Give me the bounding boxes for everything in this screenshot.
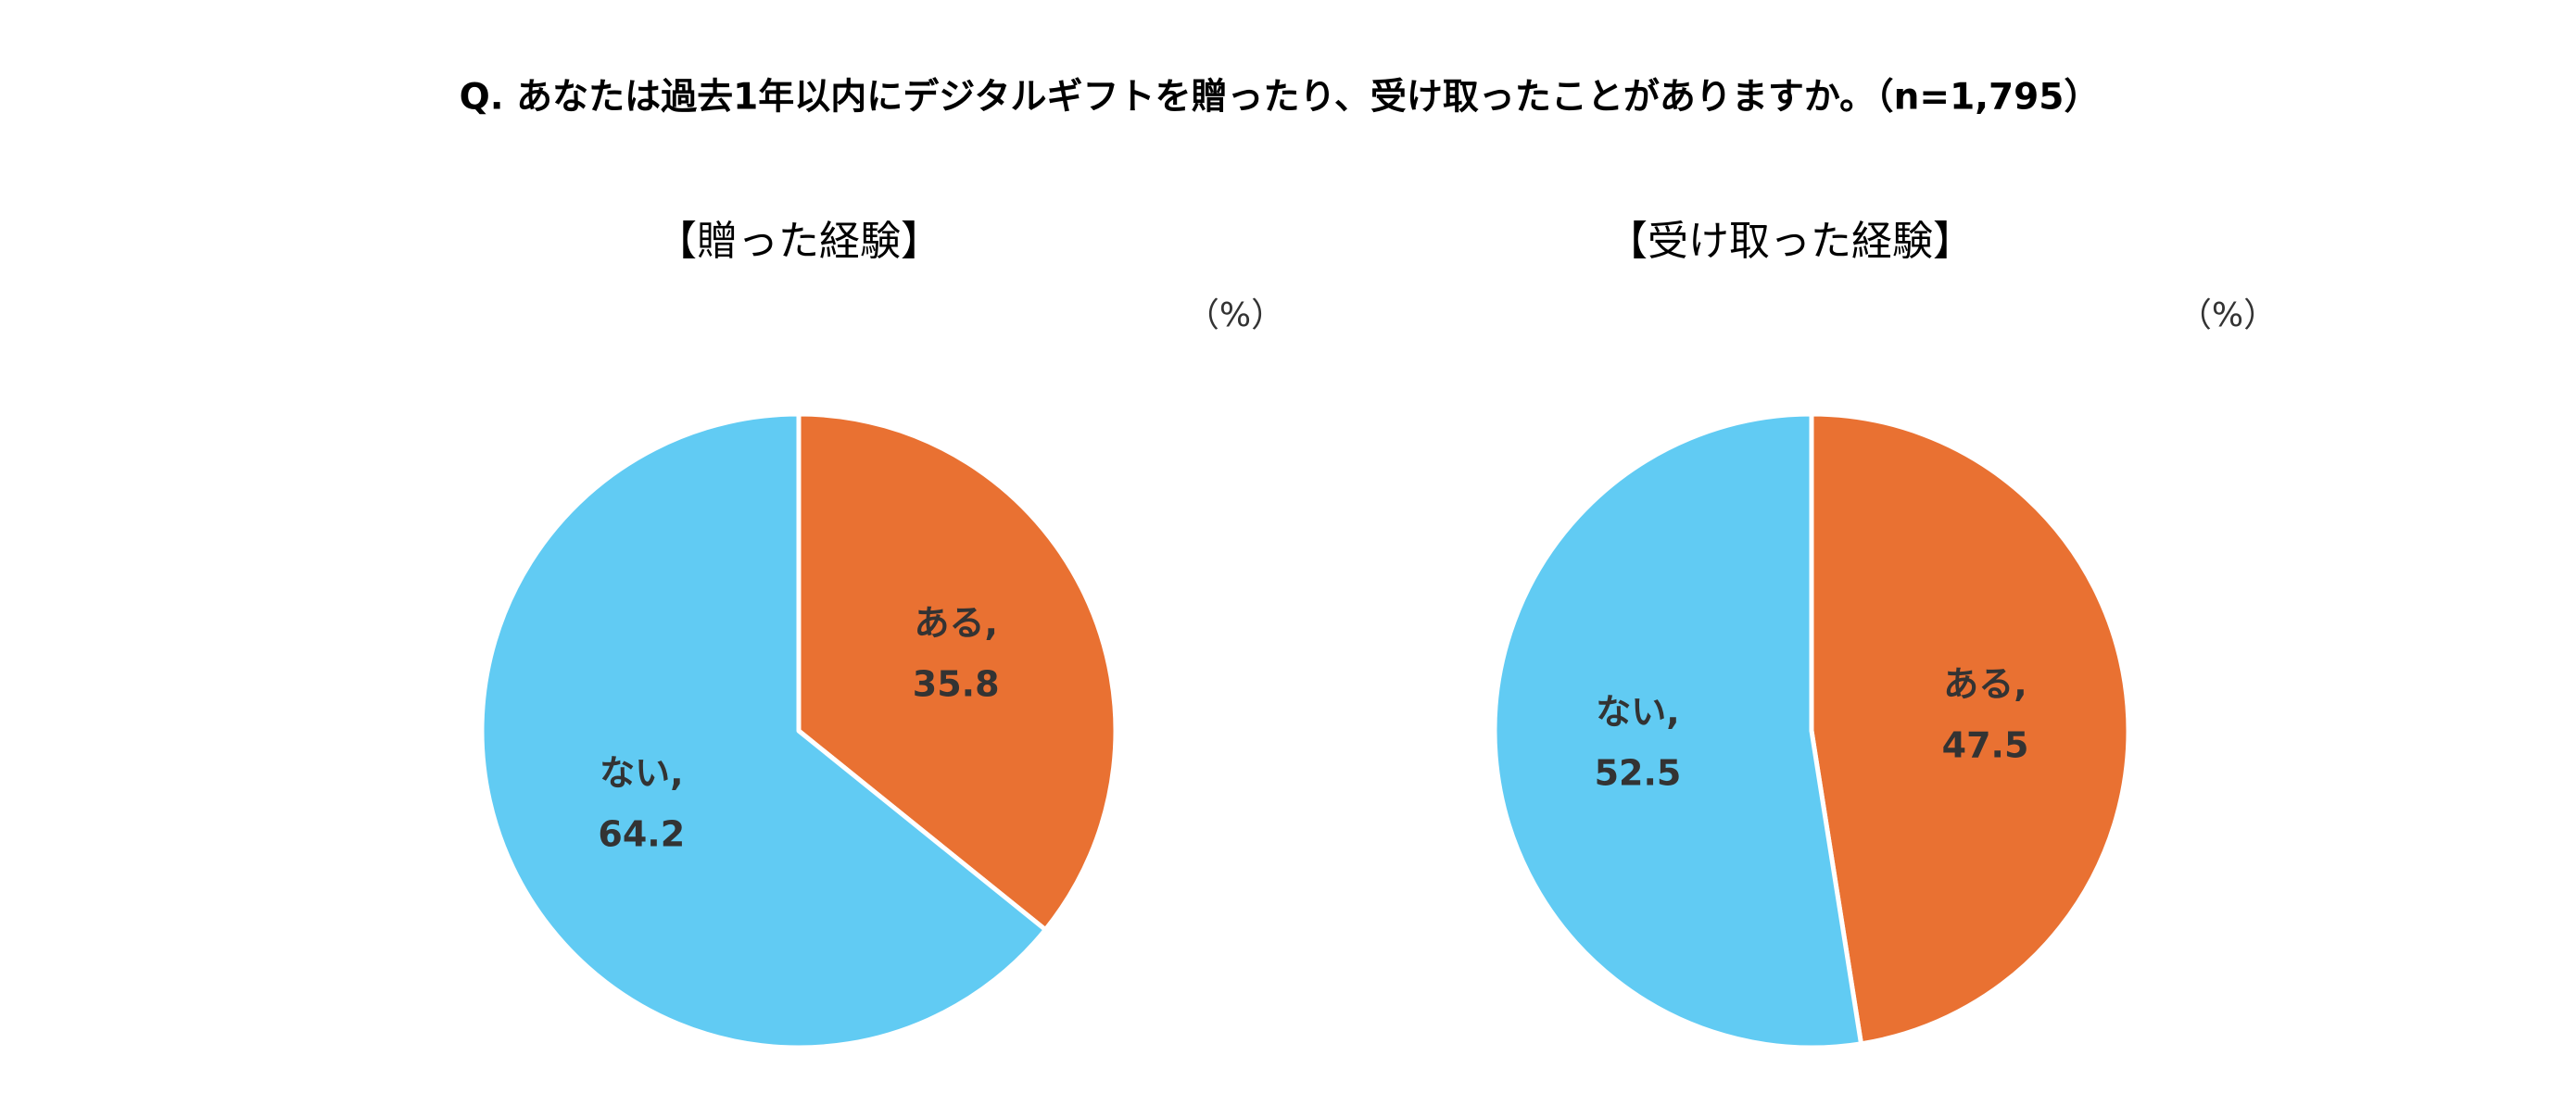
pie-slice	[479, 411, 1048, 1050]
slice-category: ない,	[1596, 691, 1679, 732]
slice-value: 64.2	[598, 814, 685, 855]
slice-value: 52.5	[1595, 752, 1682, 793]
chart-title: 【贈った経験】	[656, 218, 941, 265]
slice-value: 35.8	[913, 663, 1000, 704]
slice-category: ある,	[1943, 664, 2027, 705]
slice-value: 47.5	[1942, 725, 2029, 766]
pie-slice	[796, 411, 1118, 933]
slice-category: ある,	[914, 602, 997, 643]
pie-slice	[1809, 411, 2131, 1047]
main-title: Q. あなたは過去1年以内にデジタルギフトを贈ったり、受け取ったことがありますか…	[460, 77, 2101, 119]
pie-slice	[1492, 411, 1863, 1050]
unit-label: （%）	[1186, 296, 1284, 334]
slice-category: ない,	[600, 753, 683, 794]
unit-label: （%）	[2178, 296, 2277, 334]
chart-title: 【受け取った経験】	[1607, 218, 1974, 265]
